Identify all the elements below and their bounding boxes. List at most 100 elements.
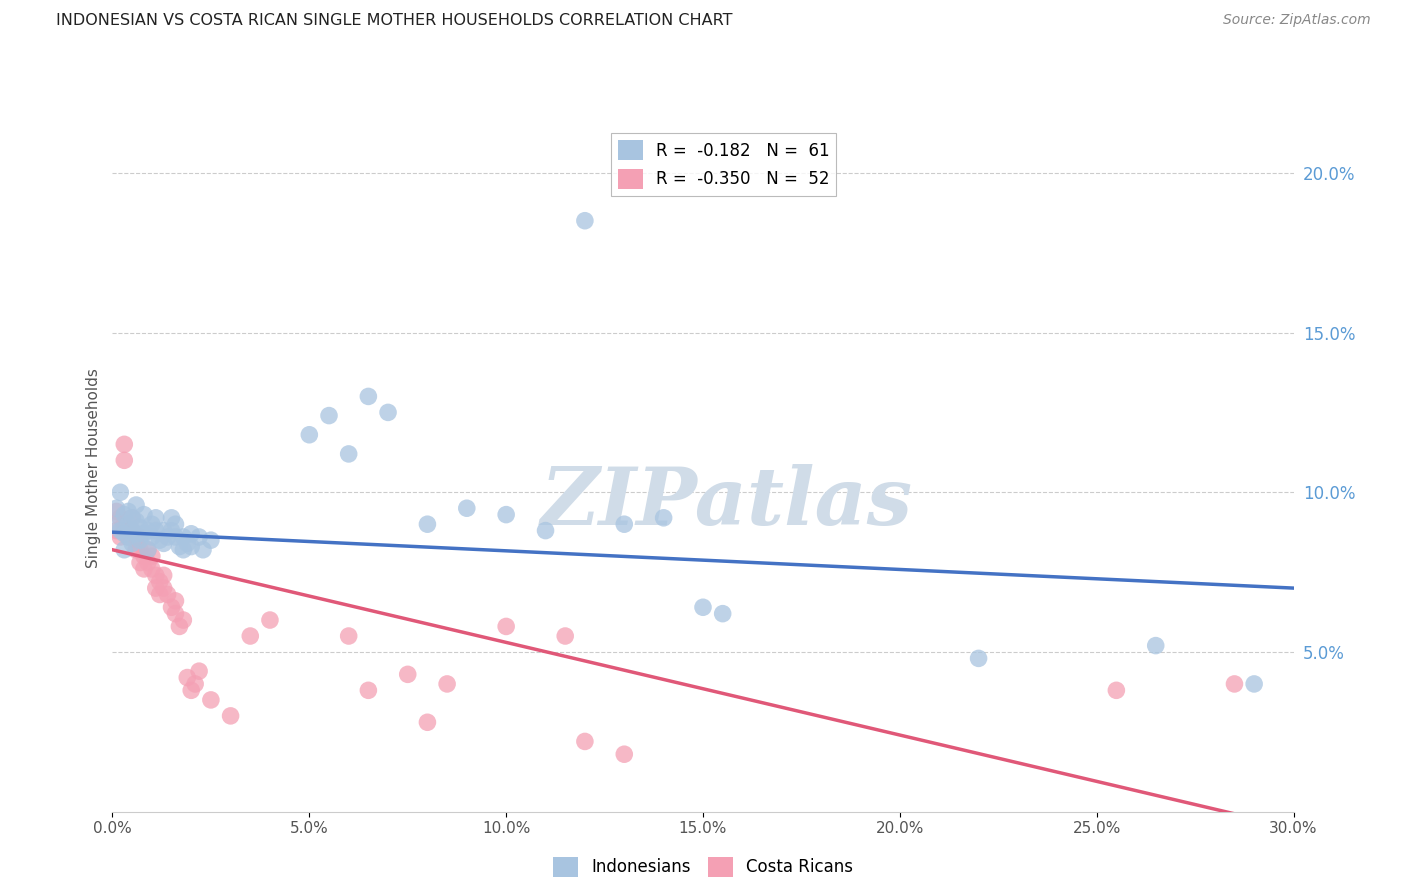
Point bbox=[132, 526, 155, 541]
Point bbox=[692, 600, 714, 615]
Point bbox=[711, 607, 734, 621]
Point bbox=[152, 581, 174, 595]
Point bbox=[121, 524, 143, 538]
Point bbox=[357, 389, 380, 403]
Point bbox=[105, 501, 128, 516]
Point bbox=[105, 504, 128, 518]
Point bbox=[1223, 677, 1246, 691]
Point bbox=[152, 568, 174, 582]
Point bbox=[121, 511, 143, 525]
Point bbox=[574, 734, 596, 748]
Point bbox=[169, 619, 191, 633]
Point bbox=[219, 709, 242, 723]
Point bbox=[613, 747, 636, 762]
Point bbox=[105, 517, 128, 532]
Point bbox=[180, 540, 202, 554]
Point bbox=[456, 501, 478, 516]
Point bbox=[110, 524, 132, 538]
Point bbox=[132, 508, 155, 522]
Point bbox=[259, 613, 281, 627]
Point bbox=[112, 453, 135, 467]
Point bbox=[337, 629, 360, 643]
Point bbox=[298, 427, 321, 442]
Legend: Indonesians, Costa Ricans: Indonesians, Costa Ricans bbox=[547, 850, 859, 884]
Point bbox=[145, 581, 167, 595]
Point bbox=[172, 613, 194, 627]
Point bbox=[129, 520, 152, 534]
Point bbox=[1144, 639, 1167, 653]
Point bbox=[554, 629, 576, 643]
Point bbox=[337, 447, 360, 461]
Point bbox=[169, 540, 191, 554]
Point bbox=[112, 542, 135, 557]
Point bbox=[377, 405, 399, 419]
Point bbox=[160, 524, 183, 538]
Point bbox=[180, 683, 202, 698]
Point bbox=[145, 524, 167, 538]
Point bbox=[149, 574, 172, 589]
Point bbox=[200, 693, 222, 707]
Point bbox=[191, 542, 214, 557]
Point bbox=[574, 213, 596, 227]
Text: INDONESIAN VS COSTA RICAN SINGLE MOTHER HOUSEHOLDS CORRELATION CHART: INDONESIAN VS COSTA RICAN SINGLE MOTHER … bbox=[56, 13, 733, 29]
Point bbox=[145, 568, 167, 582]
Point bbox=[117, 517, 139, 532]
Point bbox=[165, 530, 187, 544]
Point bbox=[180, 526, 202, 541]
Point bbox=[125, 533, 148, 548]
Point bbox=[112, 508, 135, 522]
Point bbox=[172, 530, 194, 544]
Point bbox=[416, 715, 439, 730]
Point bbox=[176, 536, 198, 550]
Point bbox=[176, 671, 198, 685]
Point bbox=[534, 524, 557, 538]
Point bbox=[117, 530, 139, 544]
Point bbox=[110, 511, 132, 525]
Point bbox=[149, 533, 172, 548]
Point bbox=[165, 517, 187, 532]
Point bbox=[967, 651, 990, 665]
Point bbox=[1243, 677, 1265, 691]
Point bbox=[149, 587, 172, 601]
Point bbox=[436, 677, 458, 691]
Point bbox=[141, 549, 163, 563]
Point bbox=[172, 542, 194, 557]
Point bbox=[112, 437, 135, 451]
Point bbox=[110, 530, 132, 544]
Point bbox=[136, 524, 159, 538]
Point bbox=[160, 600, 183, 615]
Point bbox=[117, 524, 139, 538]
Point bbox=[416, 517, 439, 532]
Point bbox=[121, 536, 143, 550]
Legend: R =  -0.182   N =  61, R =  -0.350   N =  52: R = -0.182 N = 61, R = -0.350 N = 52 bbox=[612, 133, 837, 195]
Y-axis label: Single Mother Households: Single Mother Households bbox=[86, 368, 101, 568]
Point bbox=[117, 504, 139, 518]
Point bbox=[495, 619, 517, 633]
Point bbox=[152, 536, 174, 550]
Point bbox=[125, 514, 148, 528]
Point bbox=[129, 556, 152, 570]
Point bbox=[239, 629, 262, 643]
Point bbox=[136, 556, 159, 570]
Point bbox=[188, 664, 211, 678]
Point bbox=[121, 524, 143, 538]
Point bbox=[136, 542, 159, 557]
Point bbox=[110, 485, 132, 500]
Point bbox=[112, 517, 135, 532]
Point bbox=[136, 542, 159, 557]
Point bbox=[129, 530, 152, 544]
Point bbox=[188, 530, 211, 544]
Point bbox=[125, 542, 148, 557]
Point bbox=[121, 511, 143, 525]
Point bbox=[160, 511, 183, 525]
Point bbox=[165, 594, 187, 608]
Point bbox=[1105, 683, 1128, 698]
Point bbox=[141, 517, 163, 532]
Point bbox=[132, 549, 155, 563]
Point bbox=[105, 524, 128, 538]
Point bbox=[129, 533, 152, 548]
Point bbox=[152, 524, 174, 538]
Point bbox=[129, 542, 152, 557]
Point bbox=[156, 587, 179, 601]
Point bbox=[145, 511, 167, 525]
